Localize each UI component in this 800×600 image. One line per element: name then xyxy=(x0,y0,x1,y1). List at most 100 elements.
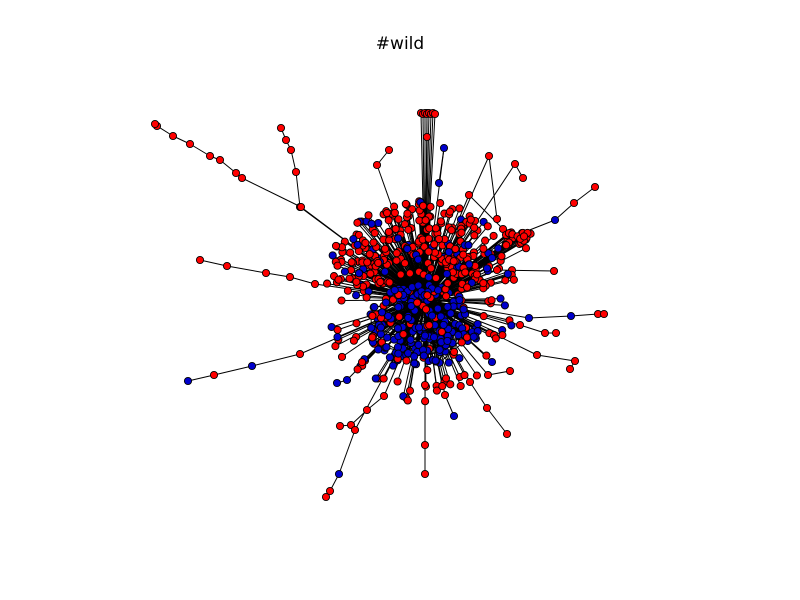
graph-node xyxy=(565,364,575,374)
graph-node xyxy=(362,405,372,415)
graph-edge xyxy=(519,324,546,334)
graph-node xyxy=(392,249,401,258)
graph-edge xyxy=(486,407,508,435)
graph-node xyxy=(465,260,474,269)
graph-node xyxy=(472,371,481,380)
graph-edge xyxy=(528,315,572,319)
graph-node xyxy=(321,492,331,502)
graph-node xyxy=(340,267,349,276)
graph-node xyxy=(376,323,385,332)
graph-node xyxy=(461,268,470,277)
graph-node xyxy=(540,328,550,338)
graph-node xyxy=(349,234,358,244)
graph-node xyxy=(515,320,525,330)
graph-node xyxy=(451,244,460,253)
graph-node xyxy=(400,259,409,268)
graph-node xyxy=(296,202,306,212)
graph-edge xyxy=(424,163,516,301)
graph-node xyxy=(367,323,376,332)
graph-edge xyxy=(437,308,476,329)
graph-node xyxy=(381,244,390,253)
graph-node xyxy=(449,411,459,421)
graph-node xyxy=(421,216,430,225)
graph-node xyxy=(570,356,580,366)
graph-node xyxy=(502,241,511,250)
graph-node xyxy=(430,109,440,119)
graph-node xyxy=(454,331,463,340)
graph-node xyxy=(372,160,382,170)
graph-node xyxy=(450,347,459,356)
graph-edge xyxy=(468,194,504,230)
graph-node xyxy=(492,214,502,224)
graph-edge xyxy=(226,265,267,274)
graph-node xyxy=(483,370,493,380)
graph-node xyxy=(549,266,559,276)
graph-node xyxy=(507,321,516,330)
graph-node xyxy=(479,244,488,253)
graph-node xyxy=(384,227,393,236)
graph-node xyxy=(310,279,320,289)
graph-node xyxy=(391,224,400,233)
graph-node xyxy=(423,366,432,375)
graph-node xyxy=(449,257,458,266)
graph-node xyxy=(566,311,576,321)
graph-node xyxy=(237,173,247,183)
graph-node xyxy=(442,269,451,278)
graph-node xyxy=(334,469,344,479)
graph-node xyxy=(376,277,385,287)
graph-node xyxy=(377,308,387,317)
graph-node xyxy=(442,292,451,301)
graph-node xyxy=(425,321,434,330)
graph-node xyxy=(419,201,428,210)
graph-node xyxy=(466,215,475,224)
graph-node xyxy=(379,391,389,401)
graph-node xyxy=(370,302,379,312)
graph-node xyxy=(328,251,337,260)
graph-node xyxy=(390,208,399,217)
graph-node xyxy=(353,240,362,249)
graph-node xyxy=(325,486,335,496)
graph-node xyxy=(281,135,291,145)
graph-node xyxy=(479,312,488,321)
graph-node xyxy=(414,255,423,264)
graph-node xyxy=(381,298,391,307)
graph-node xyxy=(394,303,403,312)
graph-node xyxy=(394,234,403,243)
graph-node xyxy=(331,342,340,351)
graph-node xyxy=(484,151,494,161)
graph-node xyxy=(389,361,398,370)
graph-node xyxy=(402,356,411,365)
graph-node xyxy=(432,386,441,395)
graph-node xyxy=(445,207,454,216)
graph-node xyxy=(357,358,367,367)
graph-node xyxy=(413,298,422,307)
graph-node xyxy=(444,358,453,367)
graph-node xyxy=(482,403,492,413)
graph-node xyxy=(205,151,215,161)
graph-node xyxy=(431,273,441,283)
graph-edge xyxy=(424,299,530,319)
graph-node xyxy=(455,354,464,363)
graph-node xyxy=(491,334,500,343)
graph-node xyxy=(276,123,286,133)
graph-node xyxy=(403,396,412,405)
graph-edge xyxy=(251,353,301,367)
graph-node xyxy=(426,202,435,211)
graph-node xyxy=(429,333,439,342)
graph-node xyxy=(434,234,444,244)
graph-node xyxy=(459,250,468,259)
graph-node xyxy=(291,167,301,177)
graph-node xyxy=(496,294,505,303)
graph-node xyxy=(215,155,225,165)
graph-node xyxy=(457,228,466,237)
graph-node xyxy=(431,356,440,365)
graph-edge xyxy=(265,272,291,278)
graph-node xyxy=(394,349,403,358)
graph-node xyxy=(551,328,561,338)
graph-node xyxy=(446,309,455,318)
graph-edge xyxy=(300,206,426,301)
graph-edge xyxy=(338,429,356,475)
graph-node xyxy=(492,265,502,275)
graph-node xyxy=(503,269,512,278)
graph-node xyxy=(345,274,354,283)
